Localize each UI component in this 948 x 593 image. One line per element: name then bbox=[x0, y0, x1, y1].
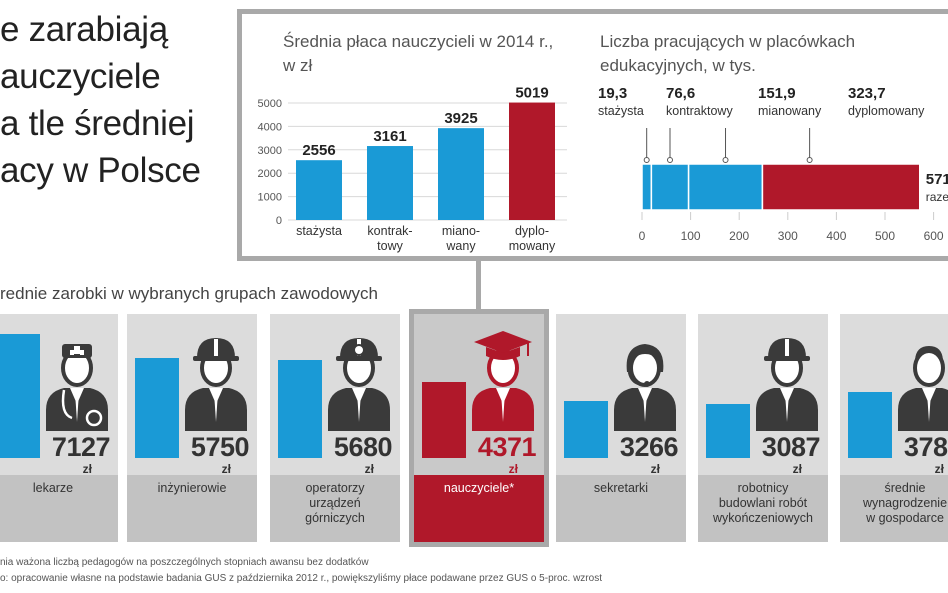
occupation-card: 5680 zł operatorzy urządzeń górniczych bbox=[270, 314, 400, 542]
occupation-salary-value: 3266 bbox=[619, 432, 679, 462]
salary-bar bbox=[367, 146, 413, 220]
occupation-salary-unit: zł bbox=[792, 462, 802, 476]
salary-category-label: miano-wany bbox=[442, 224, 480, 253]
occupations-section-title: rednie zarobki w wybranych grupach zawod… bbox=[0, 284, 378, 303]
employment-value-label: 323,7 bbox=[848, 85, 886, 102]
salary-bar bbox=[296, 160, 342, 220]
teacher-salary-bar-chart: 0 1000 2000 3000 4000 5000 2556 stażysta 3161 kon… bbox=[258, 85, 567, 253]
occupation-salary-bar bbox=[135, 358, 179, 458]
salary-value-label: 2556 bbox=[302, 142, 335, 159]
x-tick-label: 300 bbox=[778, 229, 798, 243]
salary-value-label: 3925 bbox=[444, 110, 477, 127]
occupation-salary-unit: zł bbox=[364, 462, 374, 476]
occupation-label: robotnicy budowlani robót wykończeniowyc… bbox=[698, 475, 828, 542]
employment-total-caption: raze bbox=[926, 190, 948, 204]
employment-value-label: 151,9 bbox=[758, 85, 796, 102]
employment-leader-dot bbox=[806, 157, 813, 163]
y-tick-label: 0 bbox=[276, 215, 282, 227]
occupation-label: nauczyciele* bbox=[414, 475, 544, 542]
x-tick-label: 200 bbox=[729, 229, 749, 243]
occupation-salary-unit: zł bbox=[508, 462, 518, 476]
occupation-salary-value: 5750 bbox=[190, 432, 250, 462]
occupation-card: 3783złśrednie wynagrodzenie w gospodarce bbox=[840, 314, 948, 542]
occupation-salary-value: 3087 bbox=[761, 432, 821, 462]
footnote-method: nia ważona liczbą pedagogów na poszczegó… bbox=[0, 557, 369, 568]
graduate-icon bbox=[472, 331, 534, 431]
salary-category-label: kontrak-towy bbox=[367, 224, 412, 253]
occupation-card: 5750 zł inżynierowie bbox=[127, 314, 257, 542]
occupation-salary-value: 7127 bbox=[51, 432, 111, 462]
occupation-salary-unit: zł bbox=[221, 462, 231, 476]
salary-value-label: 5019 bbox=[515, 85, 548, 102]
salary-value-label: 3161 bbox=[373, 128, 406, 145]
occupation-salary-bar bbox=[0, 334, 40, 458]
occupation-salary-value: 3783 bbox=[903, 432, 948, 462]
occupation-salary-bar bbox=[278, 360, 322, 458]
salary-bar bbox=[509, 102, 555, 220]
occupation-card: 4371 zł nauczyciele* bbox=[409, 309, 549, 547]
miner-icon bbox=[328, 338, 390, 431]
occupation-salary-bar bbox=[564, 401, 608, 458]
teacher-stats-panel: Średnia płaca nauczycieli w 2014 r., w z… bbox=[237, 9, 948, 261]
occupation-label: średnie wynagrodzenie w gospodarce bbox=[840, 475, 948, 542]
occupation-label: sekretarki bbox=[556, 475, 686, 542]
occupation-salary-bar bbox=[848, 392, 892, 458]
salary-category-label: stażysta bbox=[296, 224, 342, 238]
employment-leader-dot bbox=[722, 157, 729, 163]
headline: e zarabiają auczyciele a tle średniej ac… bbox=[0, 10, 201, 190]
occupation-label: lekarze bbox=[0, 475, 118, 542]
employment-series-label: dyplomowany bbox=[848, 104, 925, 118]
y-tick-label: 2000 bbox=[258, 168, 282, 180]
secretary-icon bbox=[614, 344, 676, 431]
employment-value-label: 76,6 bbox=[666, 85, 695, 102]
x-tick-label: 600 bbox=[924, 229, 944, 243]
occupation-salary-value: 4371 bbox=[477, 432, 537, 462]
employment-series-label: kontraktowy bbox=[666, 104, 733, 118]
builder-icon bbox=[756, 338, 818, 431]
employment-total-label: 571 bbox=[926, 171, 948, 188]
doctor-icon bbox=[46, 344, 108, 431]
engineer-icon bbox=[185, 338, 247, 431]
employment-series-label: mianowany bbox=[758, 104, 822, 118]
occupation-card: 3087 zł robotnicy budowlani robót wykończe… bbox=[698, 314, 828, 542]
occupation-card: 3266 zł sekretarki bbox=[556, 314, 686, 542]
employment-leader-dot bbox=[643, 157, 650, 163]
employment-leader-dot bbox=[666, 157, 673, 163]
salary-category-label: dyplo-mowany bbox=[509, 224, 556, 253]
salary-bar bbox=[438, 128, 484, 220]
occupation-salary-unit: zł bbox=[934, 462, 944, 476]
employment-series-label: stażysta bbox=[598, 104, 644, 118]
occupation-card: 7127 zł lekarze bbox=[0, 314, 118, 542]
employment-value-label: 19,3 bbox=[598, 85, 627, 102]
average-person-icon bbox=[898, 346, 948, 431]
employment-chart-title: Liczba pracujących w placówkach edukacyj… bbox=[600, 32, 856, 75]
y-tick-label: 5000 bbox=[258, 98, 282, 110]
employment-segment bbox=[761, 163, 921, 211]
y-tick-label: 3000 bbox=[258, 145, 282, 157]
y-tick-label: 4000 bbox=[258, 121, 282, 133]
panel-connector bbox=[476, 261, 481, 315]
x-tick-label: 400 bbox=[826, 229, 846, 243]
x-tick-label: 0 bbox=[639, 229, 646, 243]
occupation-salary-bar bbox=[422, 382, 466, 458]
employment-stacked-bar-chart: 0 100 200 300 400 500 600 19,3 stażysta 76,6 kontr… bbox=[598, 85, 948, 243]
occupation-salary-unit: zł bbox=[82, 462, 92, 476]
occupation-label: inżynierowie bbox=[127, 475, 257, 542]
occupation-salary-unit: zł bbox=[650, 462, 660, 476]
occupation-salary-value: 5680 bbox=[333, 432, 393, 462]
y-tick-label: 1000 bbox=[258, 192, 282, 204]
footnote-source: o: opracowanie własne na podstawie badan… bbox=[0, 573, 602, 584]
x-tick-label: 100 bbox=[681, 229, 701, 243]
x-tick-label: 500 bbox=[875, 229, 895, 243]
salary-chart-title: Średnia płaca nauczycieli w 2014 r., w z… bbox=[283, 32, 554, 75]
occupation-salary-bar bbox=[706, 404, 750, 458]
occupation-label: operatorzy urządzeń górniczych bbox=[270, 475, 400, 542]
